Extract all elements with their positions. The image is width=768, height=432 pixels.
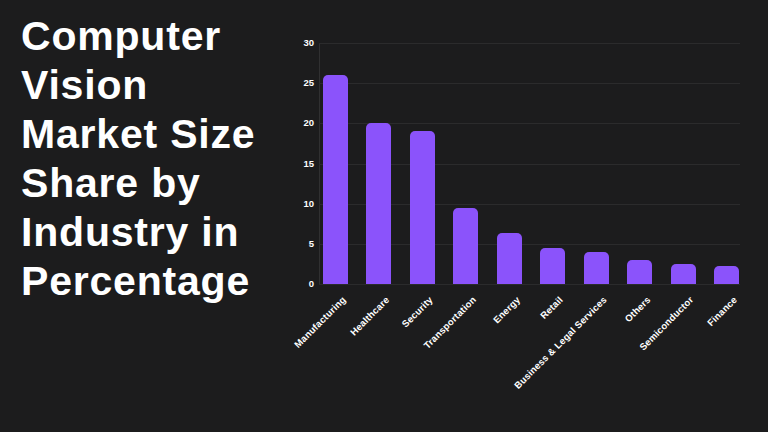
gridline (319, 43, 740, 44)
y-tick-label: 10 (284, 198, 314, 209)
gridline (319, 284, 740, 285)
y-tick-label: 25 (284, 77, 314, 88)
y-tick-label: 15 (284, 158, 314, 169)
x-axis-label: Finance (705, 294, 739, 328)
x-axis-label: Security (399, 294, 434, 329)
gridline (319, 83, 740, 84)
bar-energy (497, 233, 522, 284)
bar-retail (540, 248, 565, 284)
x-axis-label: Energy (490, 294, 521, 325)
bar-others (627, 260, 652, 284)
x-axis-label: Healthcare (348, 294, 392, 338)
y-tick-label: 30 (284, 37, 314, 48)
y-tick-label: 20 (284, 117, 314, 128)
x-axis-label: Others (622, 294, 652, 324)
x-axis-label: Business & Legal Services (512, 294, 609, 391)
infographic-page: ComputerVisionMarket SizeShare byIndustr… (0, 0, 768, 432)
bar-manufacturing (323, 75, 348, 284)
bar-semiconductor (671, 264, 696, 284)
bar-transportation (453, 208, 478, 284)
bar-healthcare (366, 123, 391, 284)
x-axis-label: Manufacturing (292, 294, 348, 350)
bar-business-legal-services (584, 252, 609, 284)
y-tick-label: 5 (284, 238, 314, 249)
bar-security (410, 131, 435, 284)
bar-finance (714, 266, 739, 284)
x-axis-label: Retail (538, 294, 565, 321)
y-tick-label: 0 (284, 278, 314, 289)
bar-chart: 0 5 10 15 20 25 30 ManufacturingHealthcareSecur… (0, 0, 768, 432)
